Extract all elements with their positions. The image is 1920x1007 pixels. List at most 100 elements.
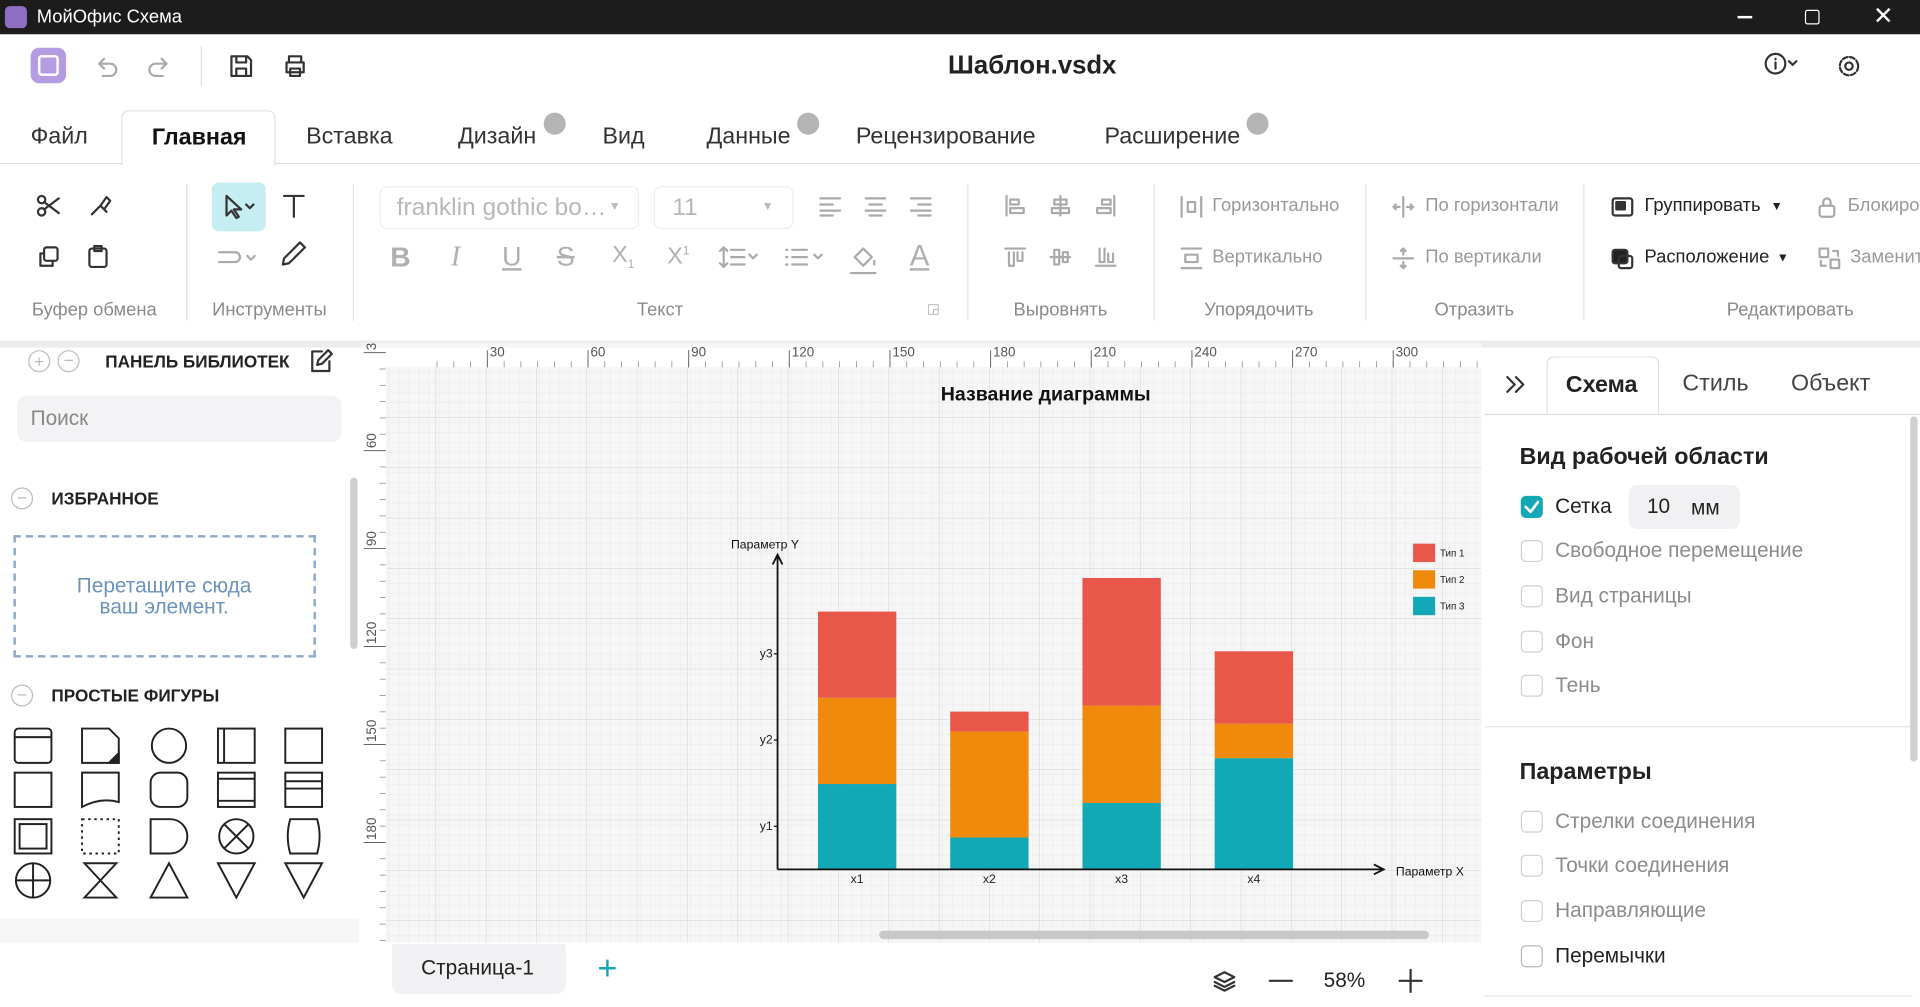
panel-tab[interactable]: Стиль xyxy=(1682,371,1749,397)
edit-library-button[interactable] xyxy=(307,348,334,375)
checkbox[interactable] xyxy=(1520,585,1543,608)
checkbox[interactable] xyxy=(1520,540,1543,563)
shape-extract[interactable] xyxy=(283,861,325,900)
bold-button[interactable]: B xyxy=(390,240,411,273)
select-tool[interactable] xyxy=(220,192,257,221)
print-button[interactable] xyxy=(282,53,309,80)
tab[interactable]: Дизайн xyxy=(457,123,537,150)
checkbox[interactable] xyxy=(1520,810,1543,833)
save-button[interactable] xyxy=(228,53,255,80)
format-painter-button[interactable] xyxy=(86,191,115,220)
cut-button[interactable] xyxy=(34,191,63,220)
collapse-panel-button[interactable] xyxy=(1502,371,1529,398)
drop-zone[interactable] xyxy=(13,535,316,658)
shape-terminal[interactable] xyxy=(283,817,325,856)
shape-or[interactable] xyxy=(216,817,258,856)
flip-horizontal[interactable]: По горизонтали xyxy=(1425,195,1559,217)
italic-button[interactable]: I xyxy=(450,241,461,272)
shape-rectangle[interactable] xyxy=(283,726,325,765)
shape-junction[interactable] xyxy=(12,861,54,900)
info-button[interactable] xyxy=(1763,50,1798,77)
font-color-button[interactable]: A xyxy=(909,240,930,274)
shape-frame[interactable] xyxy=(12,817,54,856)
grid-size-input[interactable] xyxy=(1628,484,1740,529)
tab[interactable]: Файл xyxy=(30,123,88,150)
checkbox[interactable] xyxy=(1520,495,1543,518)
shape-note[interactable] xyxy=(80,770,122,809)
superscript-button[interactable]: X1 xyxy=(667,243,690,270)
redo-button[interactable] xyxy=(146,53,173,80)
shape-merge[interactable] xyxy=(216,861,258,900)
align-center-button[interactable] xyxy=(862,192,889,219)
distribute-vertical[interactable]: Вертикально xyxy=(1212,246,1323,268)
align-left-button[interactable] xyxy=(817,192,844,219)
app-logo[interactable] xyxy=(30,47,67,84)
canvas[interactable]: 30 60 90 120 150 180 210 240 270 300 30 60 90 120 150 1… xyxy=(361,342,1482,943)
flip-vertical[interactable]: По вертикали xyxy=(1425,246,1542,268)
align-shapes-bottom[interactable] xyxy=(1092,244,1119,271)
text-dialog-launcher[interactable]: ◲ xyxy=(926,301,940,317)
text-tool[interactable] xyxy=(279,191,308,220)
collapse-favorites[interactable]: − xyxy=(11,487,34,510)
line-spacing-button[interactable] xyxy=(718,244,760,271)
align-shapes-center[interactable] xyxy=(1047,192,1074,219)
tab[interactable]: Вид xyxy=(602,123,645,150)
undo-button[interactable] xyxy=(93,53,120,80)
tab[interactable]: Вставка xyxy=(306,123,393,150)
shape-list[interactable] xyxy=(216,770,258,809)
tab[interactable]: Расширение xyxy=(1104,123,1241,150)
panel-tab[interactable]: Схема xyxy=(1565,372,1638,398)
maximize-button[interactable] xyxy=(1804,9,1820,25)
shape-circle[interactable] xyxy=(148,726,190,765)
distribute-horizontal[interactable]: Горизонтально xyxy=(1212,195,1340,217)
checkbox[interactable] xyxy=(1520,900,1543,923)
checkbox[interactable] xyxy=(1520,945,1543,968)
shape-document[interactable] xyxy=(80,726,122,765)
shape-table[interactable] xyxy=(283,770,325,809)
connector-tool[interactable] xyxy=(216,242,258,271)
library-scrollbar[interactable] xyxy=(350,477,358,649)
lock-button[interactable]: Блокиро xyxy=(1847,195,1920,217)
copy-button[interactable] xyxy=(34,242,63,271)
shape-collate[interactable] xyxy=(80,861,122,900)
add-page-button[interactable]: + xyxy=(597,948,618,987)
replace-button[interactable]: Заменит xyxy=(1850,246,1920,268)
shape-process-header[interactable] xyxy=(12,726,54,765)
shape-subprocess[interactable] xyxy=(216,726,258,765)
search-box[interactable] xyxy=(17,395,342,443)
font-select[interactable] xyxy=(379,186,640,229)
checkbox[interactable] xyxy=(1520,674,1543,697)
shape-dashed[interactable] xyxy=(80,817,122,856)
align-shapes-middle[interactable] xyxy=(1047,244,1074,271)
underline-button[interactable]: U xyxy=(502,241,522,272)
arrange-button[interactable]: Расположение xyxy=(1644,246,1770,268)
zoom-in-button[interactable] xyxy=(1397,967,1424,994)
panel-tab[interactable]: Объект xyxy=(1790,371,1871,397)
align-right-button[interactable] xyxy=(907,192,934,219)
shape-rounded[interactable] xyxy=(148,770,190,809)
font-size-select[interactable] xyxy=(653,186,794,229)
canvas-scrollbar[interactable] xyxy=(879,930,1429,940)
minimize-button[interactable] xyxy=(1737,15,1753,18)
strike-button[interactable]: S xyxy=(556,241,575,272)
list-button[interactable] xyxy=(782,244,824,271)
expand-all-button[interactable]: + xyxy=(28,350,51,373)
tab[interactable]: Главная xyxy=(151,124,247,151)
checkbox[interactable] xyxy=(1520,630,1543,653)
fill-color-button[interactable] xyxy=(849,242,881,276)
collapse-all-button[interactable]: − xyxy=(57,350,80,373)
paste-button[interactable] xyxy=(83,242,112,271)
page-tab[interactable] xyxy=(391,944,566,995)
tab[interactable]: Данные xyxy=(706,123,791,150)
tab[interactable]: Рецензирование xyxy=(855,123,1036,150)
settings-button[interactable] xyxy=(1836,53,1863,80)
shape-triangle[interactable] xyxy=(148,861,190,900)
shape-square[interactable] xyxy=(12,770,54,809)
collapse-shapes[interactable]: − xyxy=(11,684,34,707)
subscript-button[interactable]: X1 xyxy=(612,242,635,272)
group-button[interactable]: Группировать xyxy=(1644,195,1761,217)
zoom-out-button[interactable] xyxy=(1267,967,1294,994)
checkbox[interactable] xyxy=(1520,854,1543,877)
pencil-tool[interactable] xyxy=(278,238,310,270)
align-shapes-right[interactable] xyxy=(1092,192,1119,219)
